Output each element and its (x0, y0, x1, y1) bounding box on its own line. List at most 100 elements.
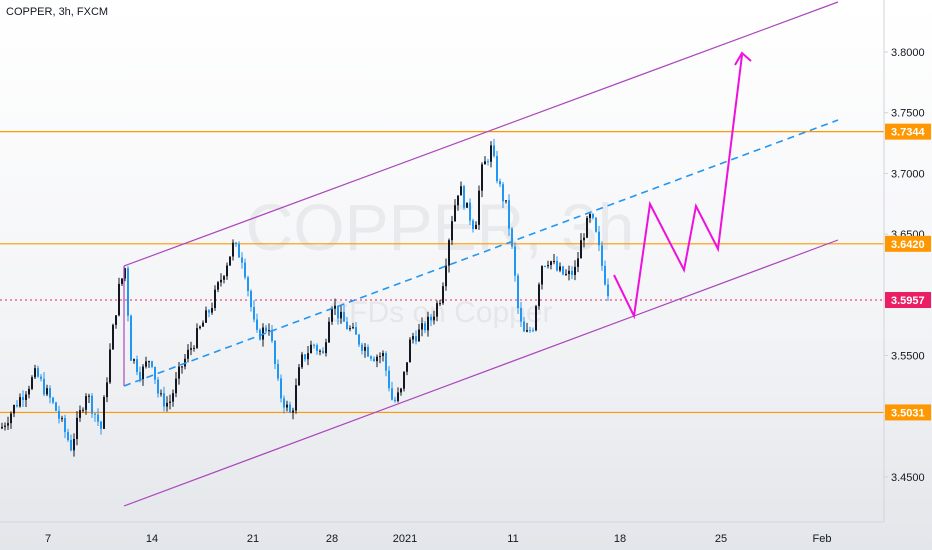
candle-body (52, 397, 54, 403)
candle-body (55, 402, 57, 411)
candle-body (166, 402, 168, 407)
candle-body (562, 266, 564, 275)
candle-body (97, 414, 99, 422)
candle-body (94, 413, 96, 415)
x-tick-label: 11 (507, 533, 518, 545)
candle-body (403, 371, 405, 389)
candle-body (580, 240, 582, 259)
x-tick-label: Feb (813, 533, 832, 545)
candle-body (421, 323, 423, 330)
candle-body (91, 395, 93, 414)
time-axis[interactable]: 7 14 21 28 2021 11 18 25 Feb (0, 521, 884, 545)
candle-body (412, 336, 414, 340)
candle-body (229, 256, 231, 266)
candle-body (238, 244, 240, 258)
level-price-tag-0-label: 3.7344 (891, 127, 926, 139)
candle-body (400, 388, 402, 393)
candle-body (106, 382, 108, 398)
candle-body (475, 224, 477, 230)
candle-body (391, 388, 393, 400)
candle-body (34, 368, 36, 378)
candle-body (586, 217, 588, 238)
candle-body (199, 326, 201, 329)
drawings (123, 1, 839, 507)
candle-body (127, 268, 129, 316)
candle-body (373, 358, 375, 362)
candle-body (394, 399, 396, 402)
candle-body (331, 308, 333, 322)
candle-body (121, 278, 123, 284)
candle-body (274, 340, 276, 364)
candle-body (88, 395, 90, 397)
channel-upper-line[interactable] (123, 1, 839, 267)
candle-body (283, 398, 285, 408)
candle-body (7, 423, 9, 426)
level-price-tag-0-box (885, 123, 931, 140)
projection-path[interactable] (613, 54, 743, 320)
candle-body (355, 327, 357, 335)
candle-body (223, 276, 225, 280)
x-tick-label: 18 (614, 533, 626, 545)
candle-body (151, 361, 153, 367)
candle-body (295, 385, 297, 411)
candle-body (139, 372, 141, 380)
candle-body (241, 257, 243, 263)
candle-body (79, 410, 81, 418)
candles (1, 138, 609, 457)
candle-body (316, 345, 318, 351)
candle-body (160, 393, 162, 395)
candle-body (148, 361, 150, 363)
candle-body (82, 409, 84, 411)
candle-body (370, 356, 372, 359)
level-price-tag-2-box (885, 404, 931, 421)
price-axis[interactable]: 3.80003.75003.70003.65003.55003.50003.45… (883, 0, 931, 522)
candle-body (307, 353, 309, 360)
candle-body (511, 228, 513, 247)
candle-body (304, 354, 306, 360)
candle-body (286, 404, 288, 408)
candle-body (277, 363, 279, 379)
candle-body (388, 370, 390, 389)
candle-body (343, 311, 345, 322)
candle-body (502, 184, 504, 202)
candle-body (31, 377, 33, 389)
candle-body (460, 186, 462, 196)
candle-body (13, 405, 15, 414)
candle-body (484, 161, 486, 165)
x-tick-label: 21 (247, 533, 259, 545)
candle-body (301, 354, 303, 368)
candle-body (442, 286, 444, 304)
current-price-tag-box (885, 292, 931, 309)
candle-body (124, 268, 126, 279)
candle-body (16, 405, 18, 407)
candle-body (367, 346, 369, 357)
candle-body (130, 315, 132, 361)
candle-body (253, 307, 255, 320)
candle-body (352, 327, 354, 329)
candle-body (481, 164, 483, 191)
y-tick-label: 3.7500 (891, 108, 925, 120)
candle-body (220, 279, 222, 283)
candle-body (73, 438, 75, 451)
candle-body (172, 393, 174, 402)
candle-body (592, 214, 594, 218)
candle-body (289, 404, 291, 413)
candle-body (505, 200, 507, 202)
candle-body (358, 334, 360, 345)
candle-body (175, 378, 177, 394)
candle-body (430, 316, 432, 321)
candle-body (247, 277, 249, 291)
candle-body (181, 366, 183, 368)
candle-body (271, 330, 273, 341)
candle-body (577, 258, 579, 267)
channel-midline[interactable] (123, 119, 839, 387)
candle-body (154, 366, 156, 380)
candle-body (397, 392, 399, 402)
channel-lower-line[interactable] (123, 239, 839, 507)
candle-body (583, 237, 585, 241)
candle-body (472, 220, 474, 230)
candle-body (61, 418, 63, 420)
candle-body (133, 359, 135, 361)
